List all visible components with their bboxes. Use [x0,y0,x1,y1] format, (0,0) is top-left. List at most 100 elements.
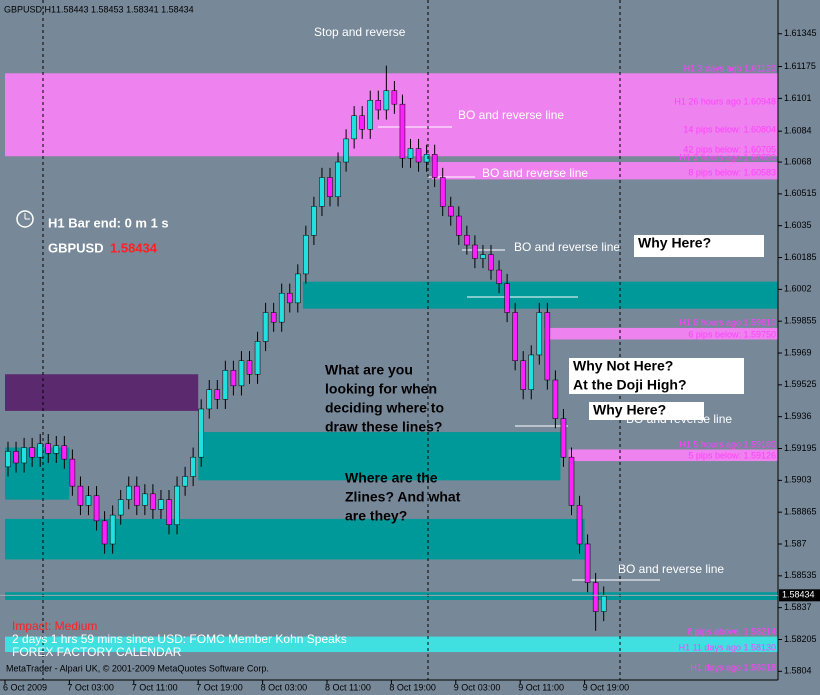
candle-body [13,451,19,464]
candle-body [383,90,390,111]
candle-body [528,354,534,390]
candle-body [93,495,100,522]
day-separators [42,0,621,680]
y-tick-label: 1.58205 [784,634,817,644]
candle-body [592,582,599,612]
y-tick-label: 1.59855 [784,316,817,326]
x-tick-label: 8 Oct 19:00 [389,682,436,692]
zone [568,449,778,462]
candle-body [423,154,430,163]
x-tick-label: 7 Oct 19:00 [196,682,243,692]
zone [5,592,778,600]
last-price-label: 1.58434 [782,590,815,600]
level-label: H1 11 days ago 1.58130 [679,642,776,652]
question-box [569,358,744,394]
candle-body [270,312,277,323]
symbol: GBPUSD [48,240,104,255]
news-source: FOREX FACTORY CALENDAR [12,645,182,659]
zone [198,432,561,481]
level-label: H1 5 hours ago 1.59180 [679,439,776,449]
y-tick-label: 1.5969 [784,347,812,357]
candle-body [109,514,116,545]
y-tick-label: 1.60515 [784,188,817,198]
candle-body [214,389,221,400]
candle-body [407,148,414,159]
candle-body [21,447,27,464]
y-tick-label: 1.6035 [784,220,812,230]
line-note: BO and reverse line [618,562,724,576]
candle-body [359,115,365,130]
candle-body [448,206,454,217]
candle-body [600,595,607,612]
candle-body [278,292,285,323]
candle-body [319,177,325,207]
candle-body [77,485,84,506]
candle-body [142,493,148,506]
question-text: Why Here? [638,235,711,251]
candle-body [287,292,293,304]
plot-area [5,65,778,653]
candle-body [584,543,591,583]
y-tick-label: 1.5804 [784,666,812,676]
candle-body [174,485,180,525]
zone [5,73,778,157]
y-tick-label: 1.587 [784,538,807,548]
candle-body [230,370,237,387]
candle-body [504,283,510,313]
y-tick-label: 1.6068 [784,156,812,166]
candle-body [480,254,486,259]
candle-body [126,485,132,500]
level-label: 6 pips below: 1.59750 [688,329,776,339]
candle-body [262,312,269,342]
question-text: At the Doji High? [573,377,687,393]
candle-body [182,476,188,487]
question-text: Where are the [345,470,438,486]
question-text: deciding where to [325,400,444,416]
candle-body [238,360,245,387]
y-tick-label: 1.59195 [784,443,817,453]
candle-body [37,443,43,458]
candle-body [53,445,60,454]
candle-body [101,520,108,545]
candle-body [536,312,543,356]
candle-body [439,177,446,207]
bar-timer-text: H1 Bar end: 0 m 1 s [48,215,169,230]
candle-body [45,443,51,454]
y-tick-label: 1.6002 [784,284,812,294]
candle-body [69,458,76,487]
bar-timer: H1 Bar end: 0 m 1 s GBPUSD 1.58434 [16,210,169,255]
line-note: BO and reverse line [458,108,564,122]
candle-body [246,360,253,375]
news-event: 2 days 1 hrs 59 mins since USD: FOMC Mem… [12,632,347,646]
question-text: Why Here? [593,402,666,418]
question-text: looking for when [325,381,437,397]
candle-body [198,408,204,458]
candle-body [295,273,301,304]
y-tick-label: 1.5936 [784,411,812,421]
clock-icon [16,210,34,228]
candle-body [520,360,526,390]
question-box [589,402,704,420]
candle-body [399,103,406,159]
candle-body [61,445,68,460]
candle-body [576,505,583,545]
candle-body [464,235,470,246]
candle-body [367,100,373,130]
chart-title: GBPUSD,H1 [4,4,56,14]
candle-body [117,499,124,516]
candle-body [552,379,559,419]
symbol-price: 1.58434 [110,240,158,255]
last-price-box [779,589,820,602]
y-tick-label: 1.6101 [784,93,812,103]
question-box [634,235,764,257]
y-tick-label: 1.59525 [784,379,817,389]
candle-body [303,235,309,275]
y-tick-label: 1.6084 [784,126,812,136]
line-note: BO and reverse line [514,240,620,254]
y-tick-label: 1.61345 [784,28,817,38]
y-tick-label: 1.60185 [784,252,817,262]
level-label: 14 pips below: 1.60804 [683,124,776,134]
candle-body [351,115,357,140]
candle-body [415,148,422,163]
